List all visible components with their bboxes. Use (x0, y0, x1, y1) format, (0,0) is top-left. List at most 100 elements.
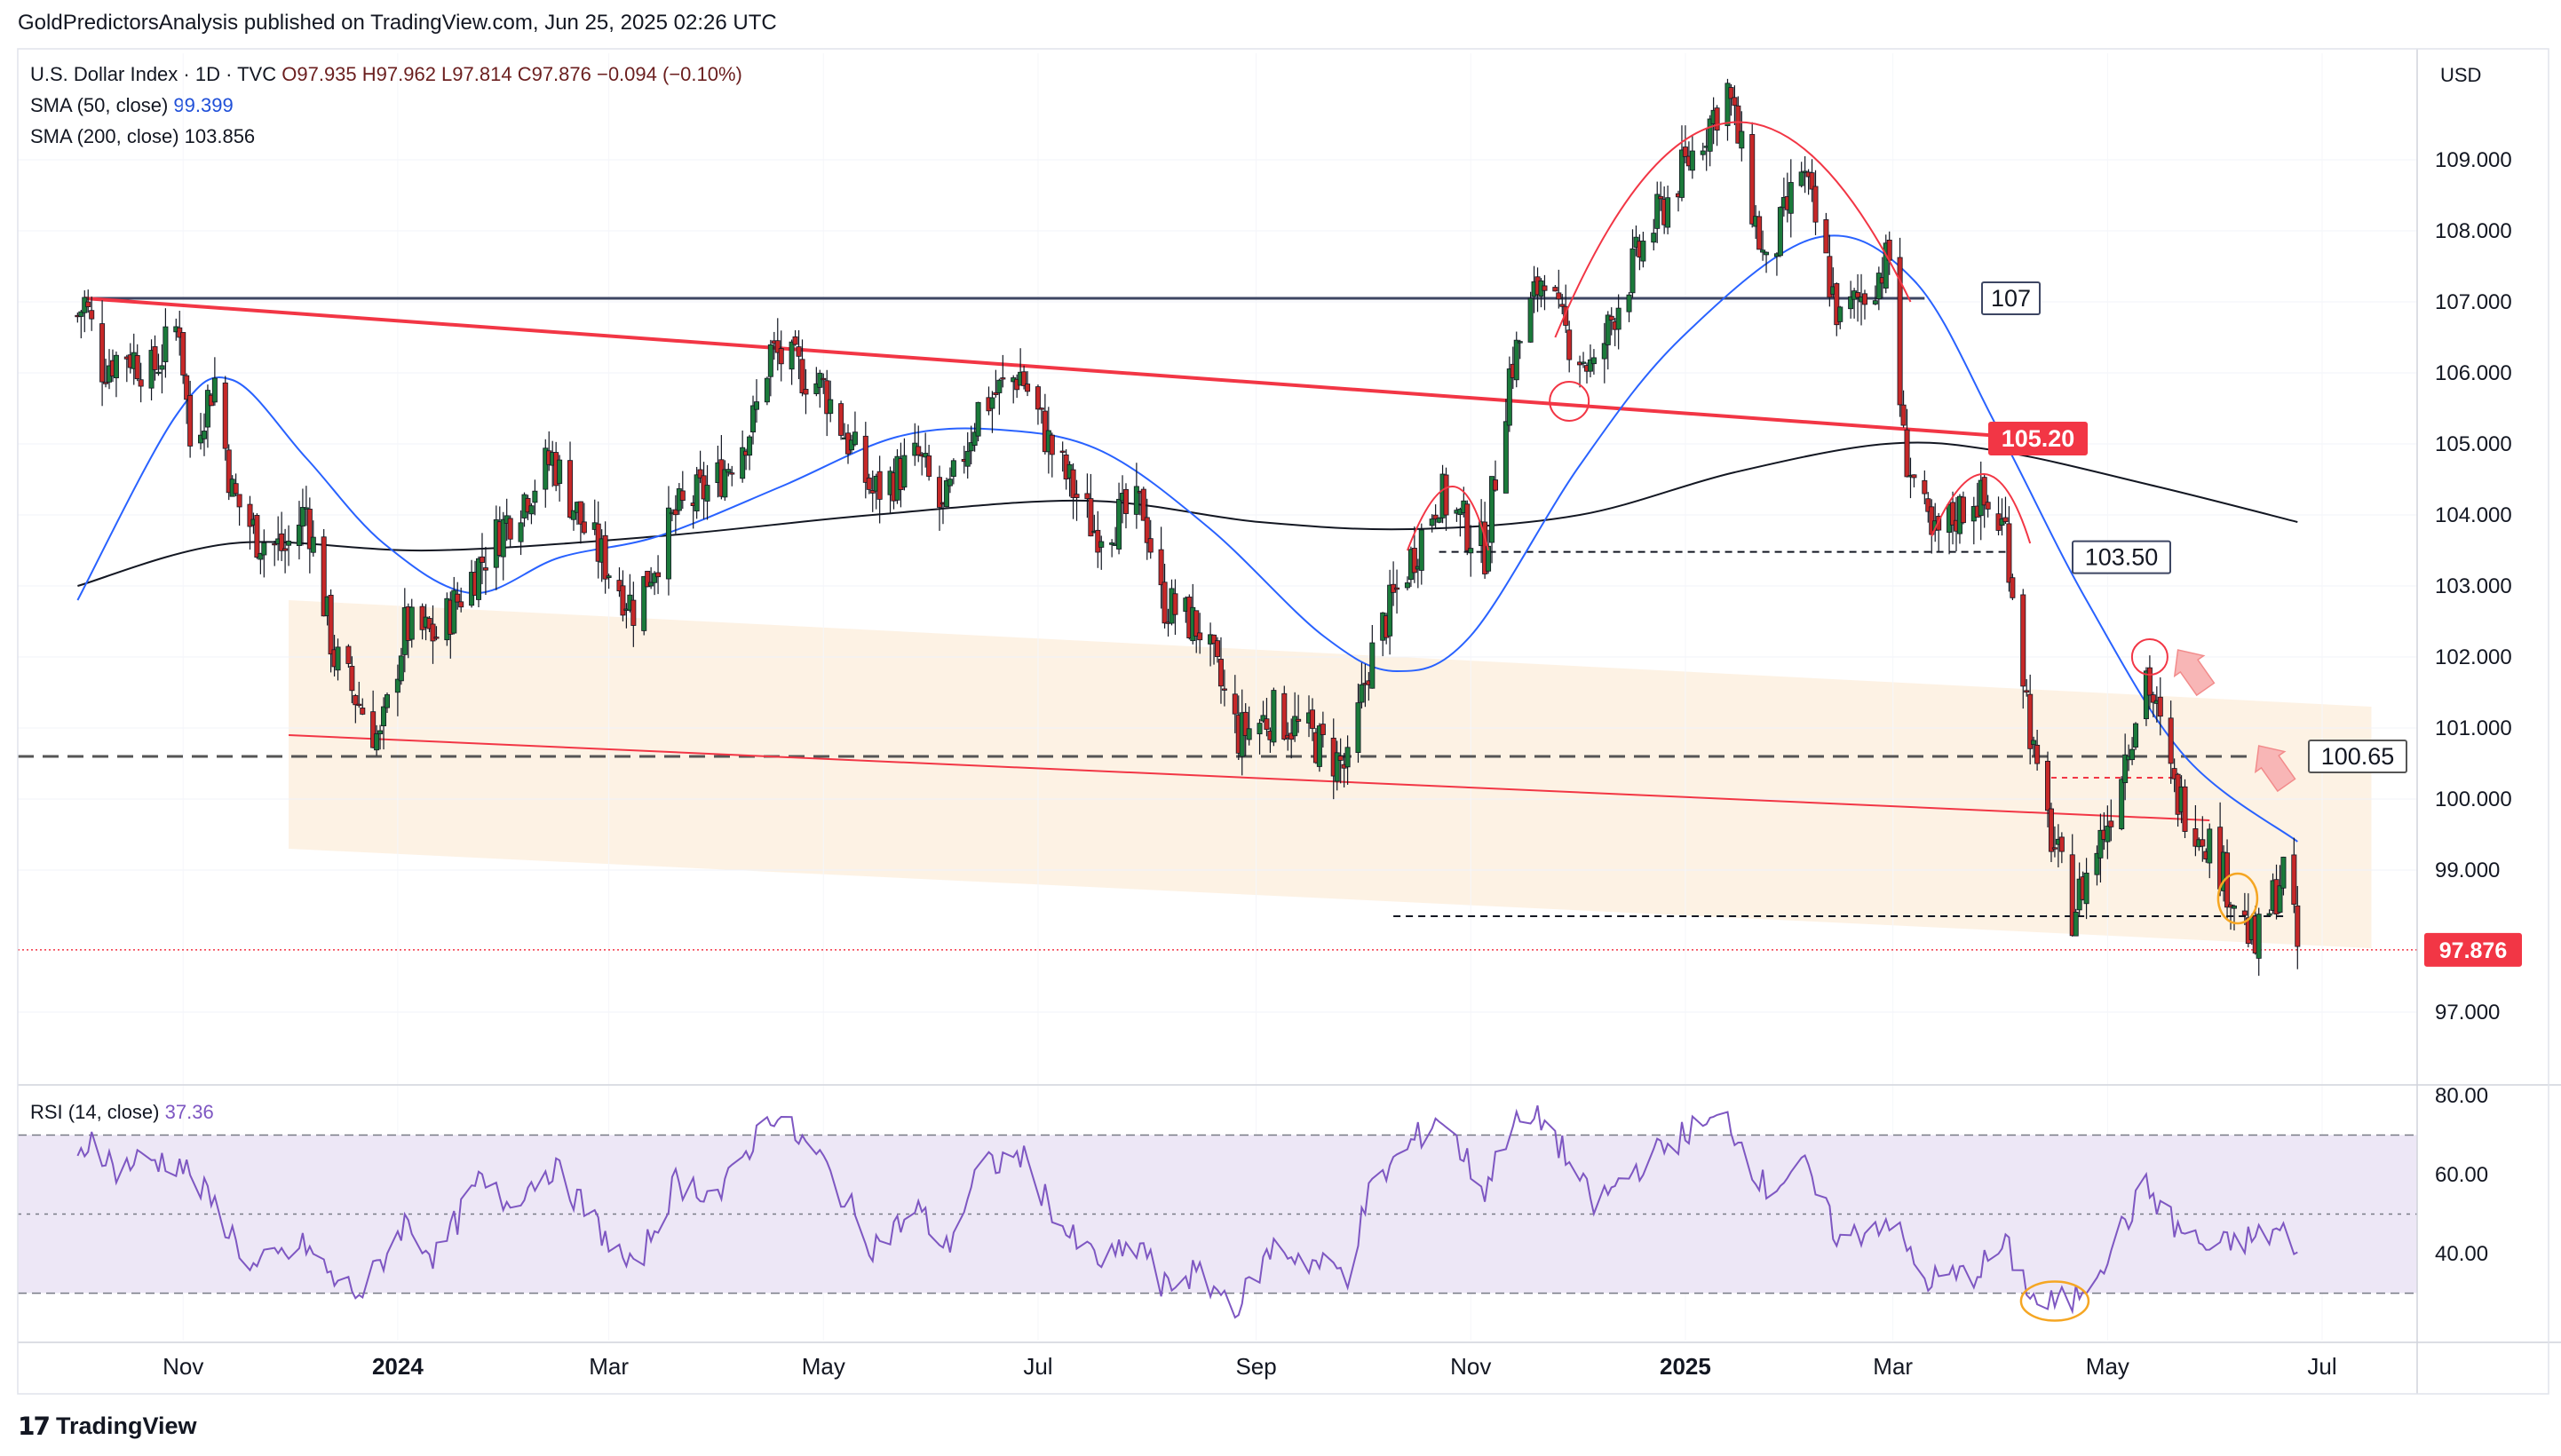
candle-body (2150, 694, 2156, 703)
candle-body (2083, 872, 2089, 905)
pointer-arrow-upper (2173, 649, 2216, 697)
candle-body (1950, 502, 1956, 526)
candle-body (620, 585, 626, 616)
symbol-label: U.S. Dollar Index · 1D · TVC (30, 63, 277, 85)
candle-body (377, 730, 384, 735)
candle-body (1242, 711, 1249, 736)
candle-body (641, 575, 647, 631)
candle-body (1429, 518, 1435, 526)
candle-body (1260, 715, 1266, 722)
candle-body (1883, 242, 1889, 289)
candle-body (1756, 216, 1763, 250)
candle-body (1587, 359, 1593, 372)
candle-body (1834, 283, 1840, 326)
candle-body (374, 733, 380, 751)
candle-body (964, 450, 971, 467)
candle-body (828, 399, 834, 415)
level-label-100-65-box (2308, 740, 2407, 773)
candle-body (1074, 494, 1080, 498)
sma200-label: SMA (200, close) (30, 125, 179, 147)
candle-body (630, 599, 637, 626)
candle-body (1359, 684, 1365, 703)
candle-body (1563, 305, 1569, 326)
rounding-top-arc (1554, 121, 1912, 338)
candle-body (518, 522, 524, 542)
time-tick-label: Nov (1450, 1353, 1491, 1380)
candle-body (1296, 718, 1302, 722)
last-price-tag: 97.876 (2424, 932, 2522, 967)
footer-brand: TradingView (55, 1412, 197, 1439)
candle-body (2295, 905, 2301, 947)
candle-body (451, 590, 457, 634)
candle-body (532, 490, 538, 503)
candle-body (370, 711, 377, 748)
candle-body (1506, 368, 1512, 426)
candle-body (996, 379, 1003, 393)
symbol-row[interactable]: U.S. Dollar Index · 1D · TVC O97.935 H97… (30, 59, 742, 90)
price-tick-label: 105.000 (2435, 432, 2512, 456)
candle-body (1777, 207, 1783, 257)
price-tick-label: 101.000 (2435, 716, 2512, 740)
candle-body (1197, 632, 1203, 641)
tradingview-logo-icon: 𝟭𝟳 (18, 1412, 51, 1440)
candle-body (258, 553, 264, 560)
candle-body (2002, 517, 2009, 523)
candle-body (581, 521, 587, 534)
candle-body (1904, 429, 1910, 478)
rsi-label: RSI (14, close) (30, 1101, 160, 1123)
candle-body (975, 401, 981, 437)
candle-body (78, 311, 84, 317)
candle-body (2031, 740, 2037, 745)
candle-body (1436, 518, 1442, 523)
candle-body (923, 453, 929, 458)
retest-circle (1549, 381, 1590, 422)
candle-body (187, 394, 194, 447)
descending-trendline-major (84, 297, 2062, 442)
sma200-row[interactable]: SMA (200, close) 103.856 (30, 121, 742, 152)
sma50-line (76, 234, 2298, 843)
candle-body (679, 490, 686, 501)
candle-body (306, 509, 313, 550)
last-price-text: 97.876 (2439, 938, 2507, 963)
candle-body (159, 365, 165, 370)
candle-body (1316, 725, 1322, 767)
candle-body (408, 606, 415, 640)
candle-body (1827, 256, 1833, 298)
candle-body (455, 593, 461, 603)
currency-label[interactable]: USD (2440, 64, 2482, 86)
candle-body (1109, 542, 1115, 545)
time-tick-label: May (802, 1353, 845, 1380)
candle-body (1739, 131, 1745, 149)
candle-body (567, 460, 574, 518)
rsi-tick-label: 80.00 (2435, 1084, 2488, 1108)
candle-body (430, 623, 436, 642)
candle-body (1486, 545, 1492, 572)
candle-body (1605, 314, 1611, 345)
price-tick-label: 102.000 (2435, 645, 2512, 669)
candle-body (458, 601, 464, 608)
tradingview-footer[interactable]: 𝟭𝟳 TradingView (18, 1412, 197, 1441)
candle-body (1749, 134, 1756, 225)
candle-body (2034, 744, 2041, 764)
candle-body (211, 377, 218, 403)
candle-body (1875, 273, 1882, 299)
candle-body (479, 556, 485, 563)
candle-body (1700, 150, 1706, 155)
rsi-legend[interactable]: RSI (14, close) 37.36 (30, 1101, 214, 1124)
candle-body (1257, 723, 1263, 735)
candle-body (500, 518, 506, 558)
candle-body (1714, 107, 1720, 131)
candle-body (1900, 404, 1907, 426)
candle-body (1309, 709, 1315, 729)
candle-body (1658, 195, 1664, 200)
price-tick-label: 97.000 (2435, 1001, 2500, 1025)
candle-body (2200, 839, 2206, 847)
candle-body (296, 524, 302, 546)
candle-body (1264, 718, 1270, 730)
price-tick-label: 106.000 (2435, 361, 2512, 385)
candle-body (1981, 477, 1987, 506)
candle-body (353, 695, 359, 706)
candle-body (1552, 287, 1558, 292)
candle-body (764, 377, 770, 403)
